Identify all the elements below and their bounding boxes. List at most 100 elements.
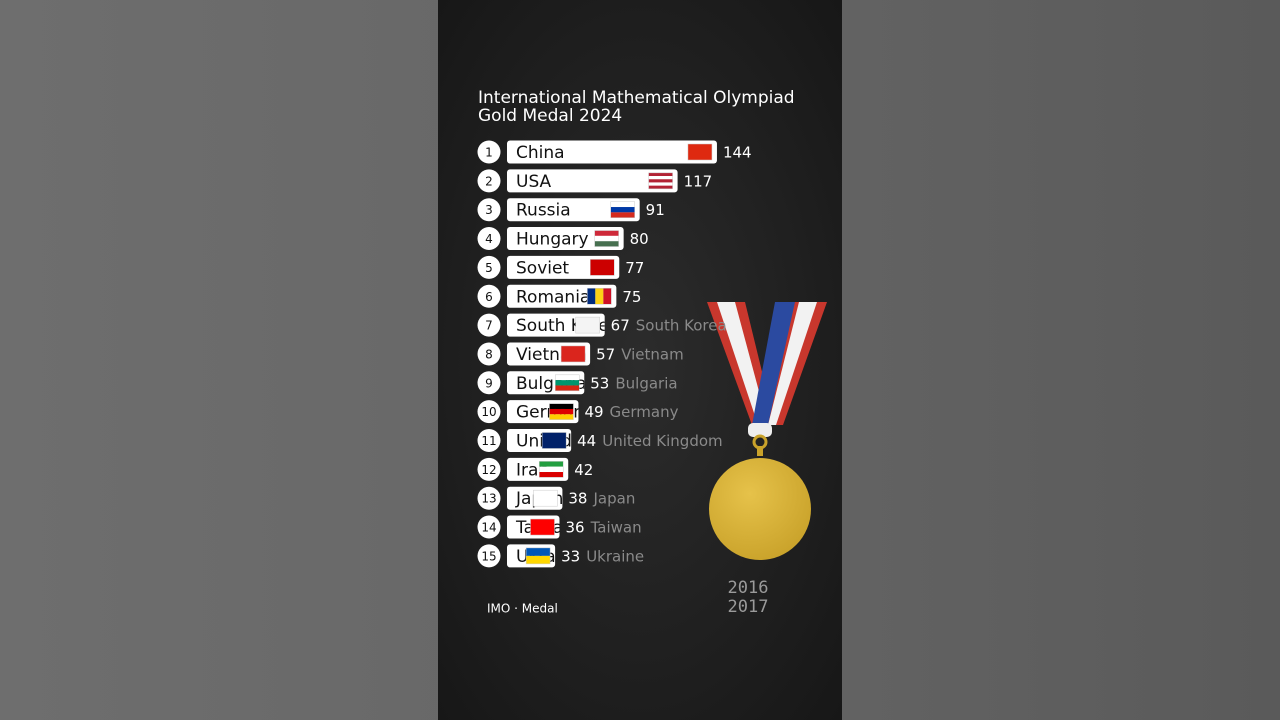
rank-label: 10 — [481, 405, 496, 419]
bar-row: 12 Iran 42 — [477, 457, 593, 481]
bar-row: 3 Russia 91 — [477, 198, 665, 222]
flag-stripe — [648, 179, 673, 183]
flag — [590, 259, 615, 276]
flag — [610, 201, 635, 218]
flag-stripe — [590, 259, 615, 276]
rank-badge — [477, 429, 501, 452]
flag-stripe — [648, 182, 673, 186]
flag — [555, 374, 580, 392]
flag-stripe — [526, 547, 551, 556]
value-label: 67 — [611, 317, 630, 335]
flag — [530, 518, 555, 536]
value-label: 75 — [622, 288, 641, 306]
flag — [549, 403, 574, 420]
rank-badge — [477, 198, 501, 222]
trailing-label: Japan — [592, 490, 635, 508]
trailing-label: Vietnam — [621, 345, 684, 363]
bar-label: Romania — [516, 287, 590, 307]
rank-label: 15 — [481, 549, 496, 563]
bar-row: 13Japan38Japan — [477, 486, 635, 510]
flag-stripe — [687, 144, 712, 160]
flag-stripe — [530, 519, 555, 536]
flag-stripe — [539, 466, 564, 473]
flag-stripe — [595, 288, 604, 305]
bar-row: 9 Bulgaria 53 Bulgaria — [477, 371, 678, 395]
flag-border — [525, 547, 551, 565]
flag-border — [590, 259, 615, 276]
trailing-label: Bulgaria — [615, 374, 677, 392]
year-label: 2016 — [728, 578, 769, 598]
bar-row: 6 Romania 75 — [477, 284, 641, 308]
rank-label: 12 — [481, 463, 496, 477]
flag — [594, 230, 619, 247]
medal — [707, 302, 827, 560]
flag-stripe — [526, 555, 551, 564]
flag-border — [530, 518, 555, 536]
flag-stripe — [549, 408, 574, 415]
flag-border — [610, 201, 635, 218]
flag-border — [594, 230, 619, 247]
rank-badge — [477, 544, 501, 568]
bar-row: 4 Hungary 80 — [477, 227, 649, 251]
value-label: 42 — [574, 461, 593, 479]
value-label: 49 — [584, 403, 603, 421]
flag-stripe — [539, 461, 564, 467]
flag-stripe — [648, 172, 673, 177]
bar-row: 2 USA 117 — [477, 169, 712, 193]
value-label: 77 — [625, 259, 644, 277]
value-label: 80 — [630, 230, 649, 248]
flag-stripe — [594, 230, 619, 236]
value-label: 91 — [646, 201, 665, 219]
bar-row: 15Ukraine33Ukraine — [477, 544, 644, 568]
value-label: 53 — [590, 374, 609, 392]
bar-label: China — [516, 143, 565, 163]
flag — [648, 172, 673, 190]
flag-stripe — [594, 235, 619, 242]
trailing-label: Ukraine — [586, 547, 644, 565]
flag-stripe — [539, 472, 564, 478]
rank-badge — [477, 400, 501, 424]
flag-border — [555, 374, 580, 392]
bar-row: 5 Soviet 77 — [477, 255, 644, 279]
year-label: 2017 — [728, 597, 769, 617]
flag-stripe — [594, 241, 619, 247]
flag — [687, 143, 713, 161]
value-label: 38 — [568, 490, 587, 508]
rank-badge — [477, 486, 501, 510]
value-label: 44 — [577, 432, 596, 450]
value-label: 57 — [596, 345, 615, 363]
flag — [541, 432, 567, 449]
flag-stripe — [575, 317, 600, 334]
rank-label: 7 — [485, 319, 493, 333]
bar-label: South Korea — [516, 316, 619, 336]
trailing-label: South Korea — [636, 317, 727, 335]
flag — [538, 461, 564, 478]
flag-border — [549, 403, 574, 420]
bar-row: 14Taiwan36Taiwan — [477, 515, 642, 539]
flag-border — [648, 172, 673, 190]
flag — [587, 288, 612, 305]
rank-badge — [477, 313, 501, 337]
flag-stripe — [533, 490, 558, 507]
flag-border — [533, 489, 558, 507]
rank-badge — [477, 342, 501, 366]
flag-stripe — [610, 201, 635, 208]
flag-border — [687, 143, 713, 161]
rank-label: 6 — [485, 290, 493, 304]
trailing-label: Taiwan — [590, 519, 642, 537]
flag-stripe — [555, 380, 580, 386]
flag — [533, 489, 558, 507]
rank-label: 5 — [485, 261, 493, 275]
rank-label: 13 — [481, 492, 496, 506]
rank-badge — [477, 140, 501, 164]
flag-border — [538, 461, 564, 478]
flag-stripe — [549, 414, 574, 420]
flag-stripe — [549, 403, 574, 409]
flag-stripe — [648, 176, 673, 180]
rank-badge — [477, 371, 501, 395]
source-label: IMO · Medal — [487, 602, 558, 616]
bar-row: 11United Kingdom44United Kingdom — [477, 429, 723, 452]
